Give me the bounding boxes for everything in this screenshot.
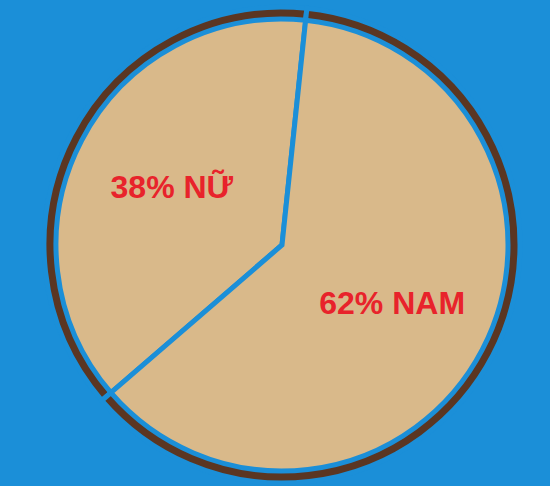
svg-text:62% NAM: 62% NAM: [319, 285, 465, 321]
svg-text:38% NỮ: 38% NỮ: [111, 169, 234, 205]
